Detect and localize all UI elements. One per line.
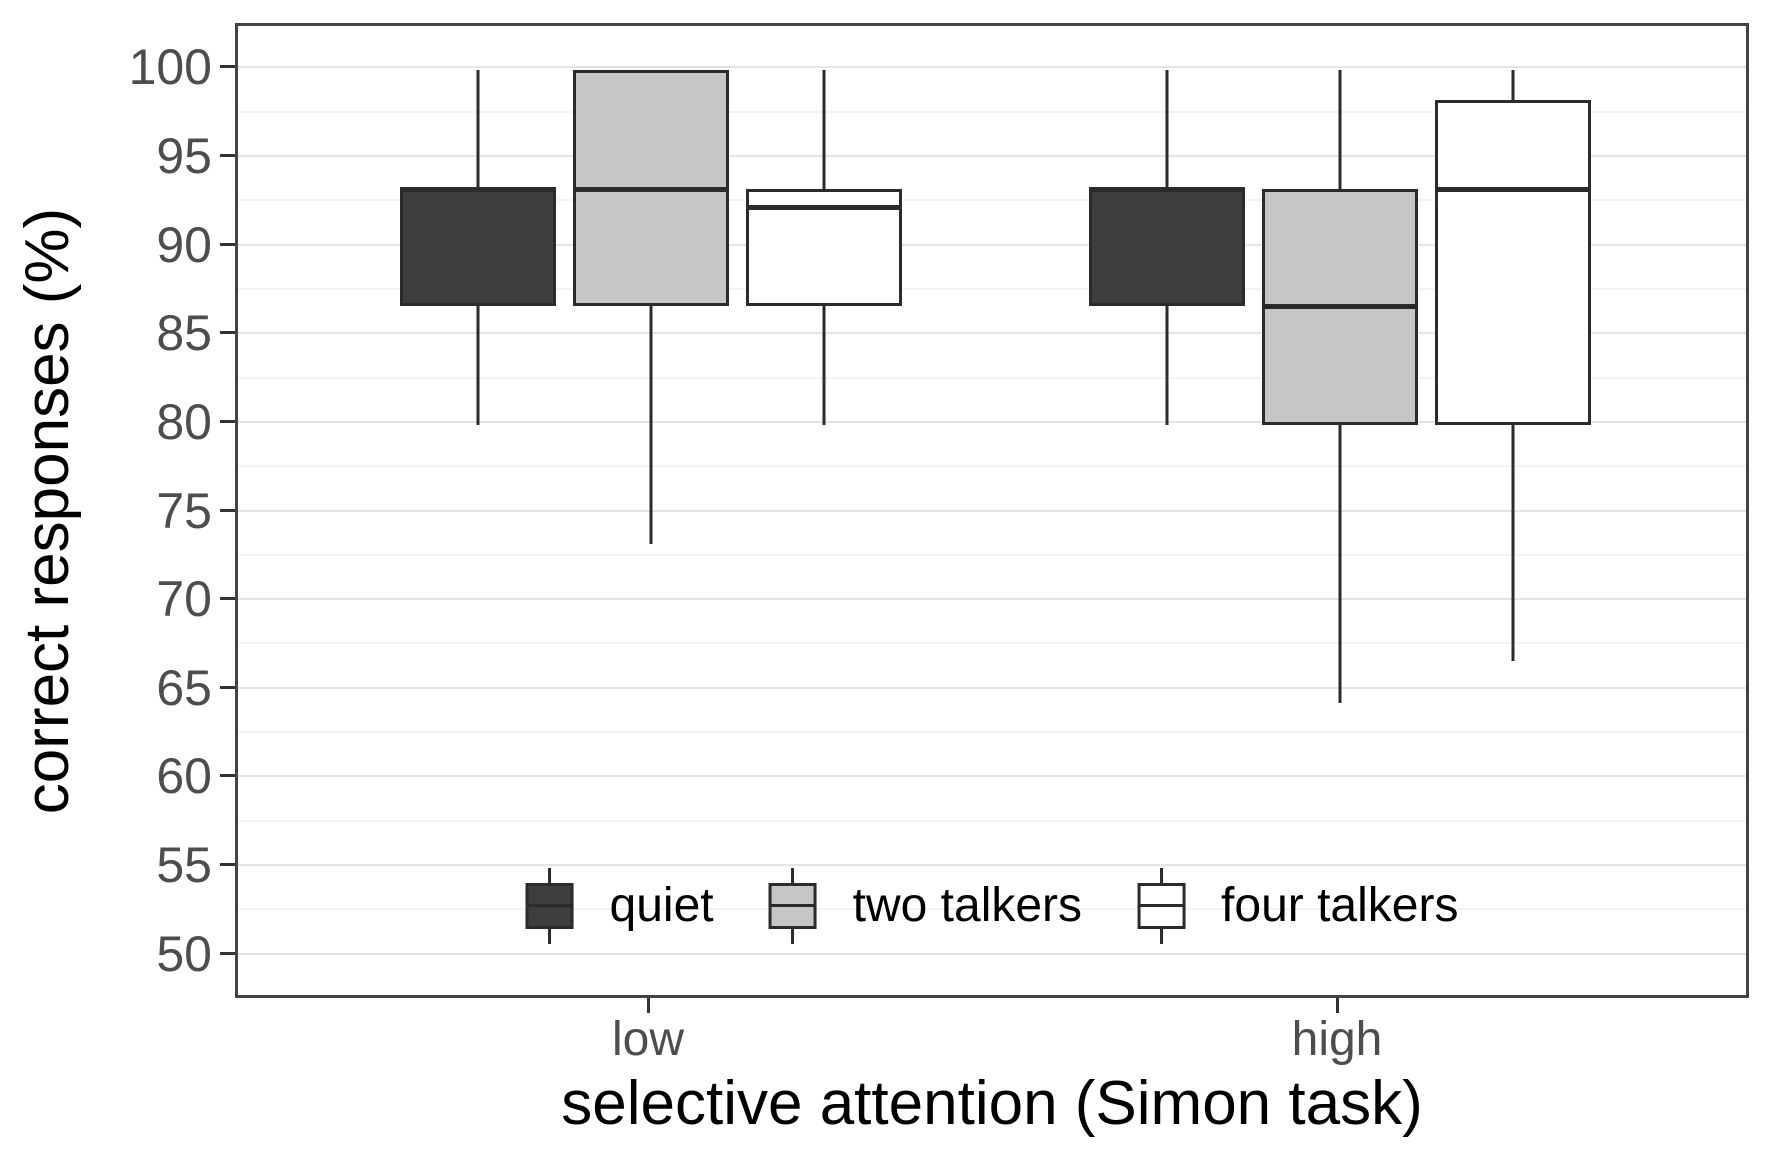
boxplot-whisker-lower (1338, 424, 1342, 704)
y-tick-label: 55 (156, 837, 212, 894)
x-axis-title: selective attention (Simon task) (561, 1069, 1423, 1138)
boxplot-whisker-upper (476, 70, 480, 190)
boxplot-whisker-lower (649, 306, 653, 544)
gridline-major (238, 509, 1746, 512)
y-tick-mark (220, 242, 235, 246)
boxplot-box (1435, 100, 1591, 425)
legend-label: two talkers (852, 879, 1083, 932)
y-tick-label: 60 (156, 748, 212, 805)
gridline-major (238, 243, 1746, 246)
y-tick-mark (220, 774, 235, 778)
gridline-minor (238, 287, 1746, 290)
gridline-minor (238, 465, 1746, 468)
gridline-minor (238, 110, 1746, 113)
y-tick-label: 90 (156, 216, 212, 273)
x-tick-label: low (611, 1013, 685, 1066)
boxplot-whisker-upper (822, 70, 826, 190)
gridline-major (238, 598, 1746, 601)
gridline-minor (238, 199, 1746, 202)
y-tick-mark (220, 951, 235, 955)
legend-key-boxplot-glyph (1137, 868, 1186, 944)
gridline-major (238, 420, 1746, 423)
y-tick-mark (220, 508, 235, 512)
boxplot-box (400, 189, 556, 307)
boxplot-median (573, 187, 729, 193)
legend-label: quiet (609, 879, 714, 932)
gridline-major (238, 332, 1746, 335)
y-tick-label: 80 (156, 393, 212, 450)
legend-key-boxplot-glyph (525, 868, 574, 944)
legend-key-median (525, 904, 574, 907)
plot-panel (235, 23, 1749, 998)
y-tick-mark (220, 65, 235, 69)
gridline-minor (238, 819, 1746, 822)
y-tick-mark (220, 153, 235, 157)
legend-item: four talkers (1137, 868, 1458, 944)
y-tick-label: 50 (156, 925, 212, 982)
boxplot-whisker-lower (1165, 306, 1169, 425)
x-tick-mark (647, 998, 650, 1013)
y-tick-mark (220, 685, 235, 689)
y-tick-label: 75 (156, 482, 212, 539)
y-tick-label: 65 (156, 659, 212, 716)
y-tick-mark (220, 863, 235, 867)
y-tick-label: 85 (156, 305, 212, 362)
boxplot-median (1089, 187, 1245, 193)
y-tick-label: 70 (156, 571, 212, 628)
boxplot-median (1262, 304, 1418, 310)
legend-item: quiet (525, 868, 714, 944)
gridline-major (238, 66, 1746, 69)
gridline-minor (238, 376, 1746, 379)
gridline-minor (238, 553, 1746, 556)
boxplot-median (746, 204, 902, 210)
boxplot-whisker-upper (1511, 70, 1515, 101)
gridline-minor (238, 731, 1746, 734)
boxplot-whisker-lower (822, 306, 826, 425)
boxplot-median (400, 187, 556, 193)
boxplot-whisker-lower (1511, 424, 1515, 661)
boxplot-whisker-upper (1165, 70, 1169, 190)
gridline-major (238, 686, 1746, 689)
boxplot-box (1089, 189, 1245, 307)
gridline-major (238, 154, 1746, 157)
gridline-minor (238, 642, 1746, 645)
gridline-major (238, 775, 1746, 778)
legend-item: two talkers (768, 868, 1083, 944)
boxplot-median (1435, 187, 1591, 193)
y-tick-label: 100 (128, 39, 212, 96)
boxplot-whisker-upper (1338, 70, 1342, 190)
legend-label: four talkers (1221, 879, 1459, 932)
legend-key-median (768, 904, 817, 907)
y-tick-label: 95 (156, 127, 212, 184)
gridline-major (238, 864, 1746, 867)
y-tick-mark (220, 419, 235, 423)
y-tick-mark (220, 597, 235, 601)
legend: quiet two talkers four talkers (525, 868, 1458, 944)
x-tick-mark (1336, 998, 1339, 1013)
y-tick-mark (220, 331, 235, 335)
legend-key-boxplot-glyph (768, 868, 817, 944)
gridline-minor (238, 908, 1746, 911)
boxplot-whisker-lower (476, 306, 480, 425)
legend-key-median (1137, 904, 1186, 907)
x-tick-label: high (1291, 1013, 1383, 1066)
gridline-major (238, 952, 1746, 955)
